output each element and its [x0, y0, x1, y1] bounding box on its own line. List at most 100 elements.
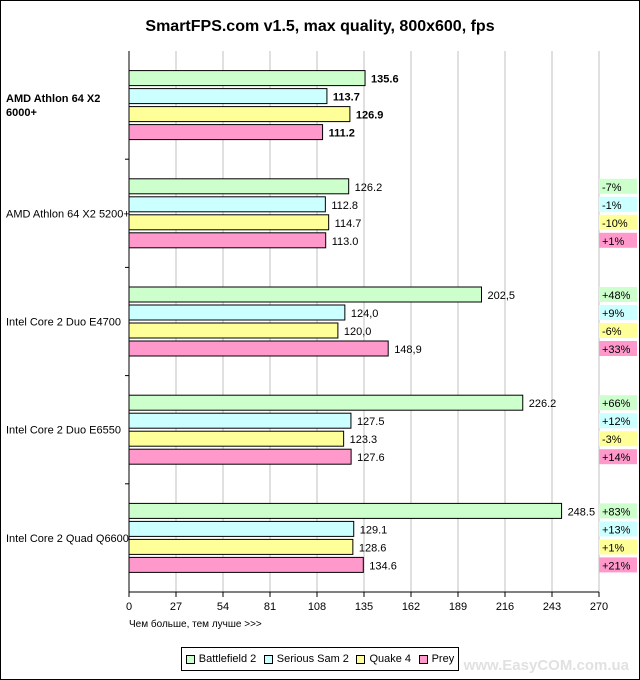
bar-value-label: 120,0 — [344, 326, 372, 338]
x-tick-label: 243 — [543, 601, 561, 613]
bar-value-label: 128.6 — [359, 542, 387, 554]
legend-label: Quake 4 — [369, 653, 412, 665]
delta-badge — [599, 178, 637, 194]
bar — [128, 214, 330, 231]
delta-label: +1% — [602, 542, 625, 554]
legend-swatch — [263, 654, 273, 664]
bar — [128, 538, 354, 555]
bar — [128, 502, 563, 519]
bar-value-label: 148,9 — [394, 344, 422, 356]
category-label: 6000+ — [6, 107, 37, 119]
x-tick-label: 81 — [264, 601, 276, 613]
legend-swatch — [356, 654, 366, 664]
bar — [128, 394, 524, 411]
delta-label: -6% — [602, 326, 622, 338]
category-label: Intel Core 2 Duo E4700 — [6, 317, 121, 329]
chart-title: SmartFPS.com v1.5, max quality, 800x600,… — [145, 18, 494, 35]
delta-badge — [599, 395, 637, 411]
delta-badge — [599, 431, 637, 447]
x-tick-label: 270 — [590, 601, 608, 613]
bar-value-label: 113.0 — [332, 236, 359, 248]
bar-value-label: 202,5 — [488, 290, 516, 302]
bar-value-label: 112.8 — [331, 200, 358, 212]
delta-label: +9% — [602, 308, 625, 320]
delta-label: -10% — [602, 218, 628, 230]
delta-label: +48% — [602, 290, 631, 302]
bar — [128, 70, 366, 87]
delta-badge — [599, 305, 637, 320]
bar-value-label: 124,0 — [351, 308, 379, 320]
bar — [128, 88, 328, 105]
delta-badge — [599, 287, 637, 302]
bar-value-label: 114.7 — [335, 218, 362, 230]
bar-value-label: 134.6 — [369, 560, 397, 572]
bar — [128, 340, 389, 357]
delta-label: +21% — [602, 560, 631, 572]
x-tick-label: 162 — [402, 601, 420, 613]
delta-label: +83% — [602, 506, 631, 518]
bar — [128, 106, 351, 123]
category-label: AMD Athlon 64 X2 5200+ — [6, 208, 130, 220]
legend-entry: Serious Sam 2 — [263, 653, 349, 665]
bar-value-label: 127.5 — [357, 416, 385, 428]
bar — [128, 322, 339, 339]
legend-swatch — [185, 654, 195, 664]
category-label: Intel Core 2 Quad Q6600 — [6, 533, 129, 545]
category-label: AMD Athlon 64 X2 — [6, 93, 100, 105]
legend-entry: Battlefield 2 — [185, 653, 256, 665]
x-tick-label: 108 — [308, 601, 326, 613]
bar — [128, 124, 324, 141]
delta-label: +14% — [602, 452, 631, 464]
delta-badge — [599, 413, 637, 429]
x-tick-label: 54 — [217, 601, 229, 613]
delta-label: -1% — [602, 200, 622, 212]
bar-value-label: 126.9 — [356, 110, 384, 122]
bar-value-label: 127.6 — [357, 452, 385, 464]
bar-value-label: 129.1 — [360, 524, 388, 536]
bar-value-label: 248.5 — [568, 506, 596, 518]
legend-entry: Prey — [418, 653, 455, 665]
delta-label: +12% — [602, 416, 631, 428]
legend-entry: Quake 4 — [356, 653, 411, 665]
x-tick-label: 189 — [449, 601, 467, 613]
x-tick-label: 27 — [170, 601, 182, 613]
bar-value-label: 135.6 — [371, 74, 399, 86]
x-axis-label: Чем больше, тем лучше >>> — [129, 618, 262, 630]
delta-label: +1% — [602, 236, 625, 248]
delta-badge — [599, 503, 637, 519]
delta-label: -7% — [602, 182, 622, 194]
bar — [128, 178, 350, 195]
delta-badge — [599, 539, 637, 555]
bar — [128, 412, 352, 429]
bar — [128, 520, 355, 537]
delta-label: +66% — [602, 398, 631, 410]
delta-badge — [599, 232, 637, 248]
bar — [128, 286, 482, 303]
bar — [128, 232, 327, 249]
x-tick-label: 0 — [126, 601, 132, 613]
legend-label: Serious Sam 2 — [276, 653, 349, 665]
x-tick-label: 135 — [355, 601, 373, 613]
delta-badge — [599, 521, 637, 537]
delta-badge — [599, 323, 637, 338]
bar-chart: SmartFPS.com v1.5, max quality, 800x600,… — [6, 18, 637, 630]
bar-value-label: 113.7 — [333, 92, 360, 104]
delta-badge — [599, 557, 637, 573]
bar — [128, 430, 345, 447]
bar — [128, 448, 352, 465]
category-label: Intel Core 2 Duo E6550 — [6, 425, 121, 437]
legend-label: Prey — [431, 653, 455, 665]
delta-label: +33% — [602, 344, 631, 356]
legend: Battlefield 2 Serious Sam 2 Quake 4 Prey — [181, 647, 459, 671]
bar-value-label: 111.2 — [329, 128, 355, 140]
x-tick-label: 216 — [496, 601, 514, 613]
delta-badge — [599, 196, 637, 212]
legend-swatch — [418, 654, 428, 664]
delta-label: -3% — [602, 434, 622, 446]
bar — [128, 556, 364, 573]
bar-value-label: 126.2 — [355, 182, 383, 194]
delta-badge — [599, 449, 637, 465]
bar — [128, 196, 326, 213]
delta-label: +13% — [602, 524, 631, 536]
